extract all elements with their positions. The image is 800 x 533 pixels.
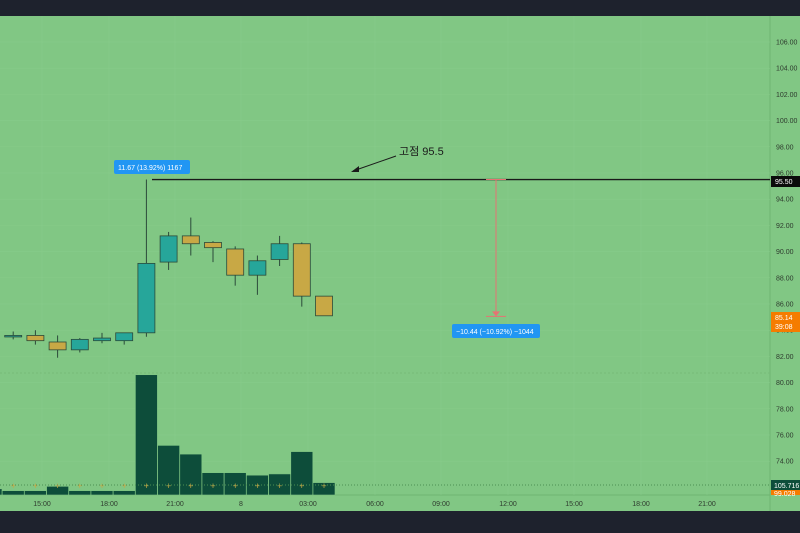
x-tick-label: 09:00 (432, 501, 450, 508)
high-price-label: 95.50 (775, 179, 793, 186)
y-tick-label: 86.00 (776, 302, 794, 309)
y-tick-label: 98.00 (776, 144, 794, 151)
volume-bar[interactable] (290, 451, 314, 496)
volume-bar[interactable] (312, 482, 336, 496)
x-tick-label: 8 (239, 501, 243, 508)
candle-body[interactable] (226, 248, 245, 276)
annotation-arrow[interactable] (352, 155, 397, 172)
volume-marker: + (299, 481, 304, 491)
chart-area[interactable] (0, 16, 800, 511)
y-tick-label: 74.00 (776, 459, 794, 466)
y-tick-label: 78.00 (776, 406, 794, 413)
volume-marker: + (166, 481, 171, 491)
x-tick-label: 12:00 (499, 501, 517, 508)
y-tick-label: 90.00 (776, 249, 794, 256)
volume-marker: + (233, 481, 238, 491)
candle-body[interactable] (292, 243, 311, 297)
volume-bar[interactable] (0, 488, 3, 496)
candle-body[interactable] (248, 260, 267, 276)
x-tick-label: 06:00 (366, 501, 384, 508)
x-tick-label: 03:00 (299, 501, 317, 508)
y-tick-label: 82.00 (776, 354, 794, 361)
candle-body[interactable] (137, 262, 156, 334)
y-tick-label: 96.00 (776, 171, 794, 178)
candle-body[interactable] (204, 242, 222, 249)
x-tick-label: 18:00 (632, 501, 650, 508)
candle-body[interactable] (93, 337, 111, 342)
volume-bar[interactable] (24, 490, 47, 496)
candle-body[interactable] (70, 338, 89, 351)
volume-marker: + (122, 481, 127, 491)
candle-body[interactable] (48, 341, 67, 351)
volume-value-label: 105.716 (774, 483, 799, 490)
y-tick-label: 94.00 (776, 197, 794, 204)
volume-value-badge (771, 480, 800, 490)
annotation-arrow-head (351, 166, 359, 172)
candle-body[interactable] (270, 243, 289, 260)
y-tick-label: 76.00 (776, 433, 794, 440)
measure-up-badge[interactable] (114, 160, 190, 174)
bottom-toolbar (0, 511, 800, 533)
current-price-label: 85.14 (775, 315, 793, 322)
candle-body[interactable] (315, 295, 333, 317)
y-tick-label: 80.00 (776, 380, 794, 387)
measure-up-label: 11.67 (13.92%) 1167 (118, 165, 182, 172)
annotation-text[interactable]: 고점 95.5 (399, 145, 444, 158)
high-price-badge (771, 176, 800, 187)
measure-down-label: −10.44 (−10.92%) −1044 (456, 329, 534, 336)
volume-bar[interactable] (68, 490, 92, 496)
volume-marker: + (255, 481, 260, 491)
x-tick-label: 15:00 (565, 501, 583, 508)
volume-marker: + (33, 481, 38, 491)
volume-bar[interactable] (90, 490, 114, 496)
volume-marker: + (277, 481, 282, 491)
volume-marker: + (99, 481, 104, 491)
volume-marker: + (188, 481, 193, 491)
volume-sub-label: 99.028 (774, 491, 796, 498)
measure-down-arrowhead (492, 311, 500, 317)
x-tick-label: 15:00 (33, 501, 51, 508)
candle-body[interactable] (159, 235, 178, 263)
volume-marker: + (55, 481, 60, 491)
y-tick-label: 106.00 (776, 40, 798, 47)
y-tick-label: 88.00 (776, 275, 794, 282)
volume-bar[interactable] (112, 490, 136, 496)
x-tick-label: 18:00 (100, 501, 118, 508)
volume-bar[interactable] (1, 490, 25, 496)
volume-marker: + (11, 481, 16, 491)
y-tick-label: 92.00 (776, 223, 794, 230)
x-tick-label: 21:00 (166, 501, 184, 508)
y-tick-label: 104.00 (776, 66, 798, 73)
measure-down-badge[interactable] (452, 324, 540, 338)
candle-body[interactable] (4, 335, 23, 338)
volume-bar[interactable] (135, 374, 158, 496)
volume-sub-badge (771, 490, 800, 495)
y-tick-label: 100.00 (776, 118, 798, 125)
candle-body[interactable] (115, 332, 134, 342)
candle-body[interactable] (26, 335, 45, 342)
volume-marker: + (210, 481, 215, 491)
volume-marker: + (77, 481, 82, 491)
countdown-label: 39:08 (775, 324, 793, 331)
candle-body[interactable] (181, 235, 200, 245)
volume-marker: + (144, 481, 149, 491)
volume-marker: + (321, 481, 326, 491)
x-tick-label: 21:00 (698, 501, 716, 508)
current-price-badge (771, 312, 800, 332)
top-toolbar (0, 0, 800, 16)
y-tick-label: 102.00 (776, 92, 798, 99)
